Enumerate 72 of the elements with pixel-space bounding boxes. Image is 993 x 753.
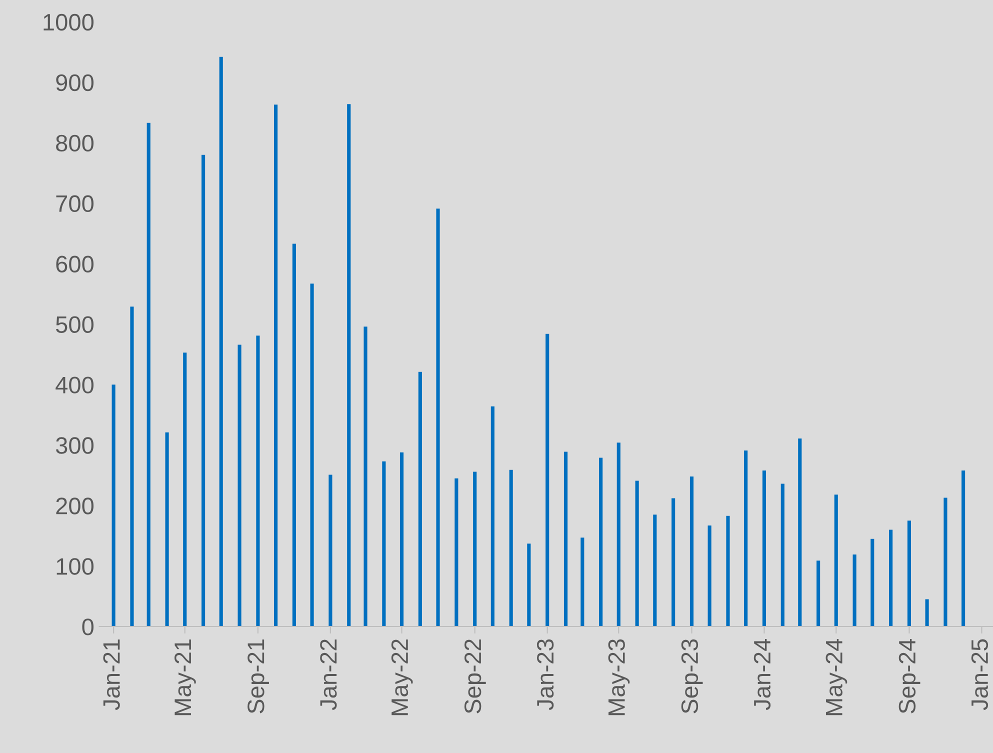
bar — [816, 560, 820, 626]
bar — [400, 452, 404, 626]
bar — [490, 406, 494, 626]
bar — [473, 472, 477, 626]
bar — [907, 520, 911, 626]
bar — [274, 104, 278, 626]
x-tick-label: Jan-24 — [754, 638, 771, 710]
bar — [852, 554, 856, 626]
bar — [870, 538, 874, 626]
bar — [925, 599, 929, 626]
bar — [202, 154, 206, 626]
x-tick-label: Sep-21 — [248, 639, 269, 714]
bar — [112, 384, 116, 626]
bar — [418, 372, 422, 626]
y-tick-label: 0 — [82, 618, 94, 636]
bar — [364, 326, 368, 626]
bar — [454, 478, 458, 626]
y-tick-label: 500 — [56, 316, 94, 333]
bar — [653, 514, 657, 626]
x-tick-label: Jan-23 — [536, 639, 554, 710]
bar — [256, 336, 260, 626]
bar — [744, 450, 748, 626]
y-tick-label: 900 — [56, 74, 94, 92]
y-tick-label: 700 — [56, 195, 94, 212]
x-tick-label: Sep-22 — [464, 639, 486, 714]
x-tick-label: May-21 — [174, 639, 196, 716]
bar — [347, 104, 351, 626]
bar — [527, 544, 531, 626]
y-tick-label: 100 — [56, 558, 94, 575]
x-tick-label: May-23 — [608, 639, 630, 716]
bar — [635, 480, 639, 626]
bar — [834, 494, 838, 626]
y-tick-label: 300 — [56, 437, 94, 454]
bar — [436, 208, 440, 626]
bar — [580, 538, 584, 626]
bar — [708, 526, 712, 626]
bar — [546, 334, 550, 626]
bar — [616, 442, 620, 626]
bar — [599, 458, 603, 626]
bar — [726, 516, 730, 626]
x-tick-label: Jan-21 — [103, 639, 120, 710]
y-tick-label: 200 — [56, 498, 94, 514]
x-tick-label: May-24 — [826, 638, 848, 716]
x-tick-label: Jan-22 — [320, 639, 337, 710]
bar — [310, 284, 314, 626]
bar — [146, 122, 150, 626]
y-tick-label: 800 — [56, 134, 94, 152]
bar — [509, 470, 513, 626]
y-tick-label: 600 — [56, 256, 94, 272]
bar — [962, 470, 966, 626]
x-tick-label: May-22 — [391, 639, 413, 716]
bar — [183, 352, 187, 626]
x-tick-label: Jan-25 — [971, 639, 988, 710]
bar — [238, 344, 242, 626]
x-tick-label: Sep-24 — [898, 638, 920, 714]
bar — [762, 470, 766, 626]
bar — [130, 306, 134, 626]
bar — [944, 498, 948, 626]
bar — [292, 244, 296, 626]
y-tick-label: 1000 — [44, 14, 94, 31]
bar — [672, 498, 676, 626]
bar — [382, 461, 386, 626]
y-tick-label: 400 — [56, 376, 94, 394]
x-tick-label: Sep-23 — [681, 639, 703, 714]
bar — [219, 56, 223, 626]
bar — [780, 484, 784, 626]
bar — [328, 474, 332, 626]
bar — [165, 432, 169, 626]
bar — [690, 476, 694, 626]
bar — [564, 452, 568, 626]
bar — [889, 530, 893, 626]
bar — [798, 438, 802, 626]
